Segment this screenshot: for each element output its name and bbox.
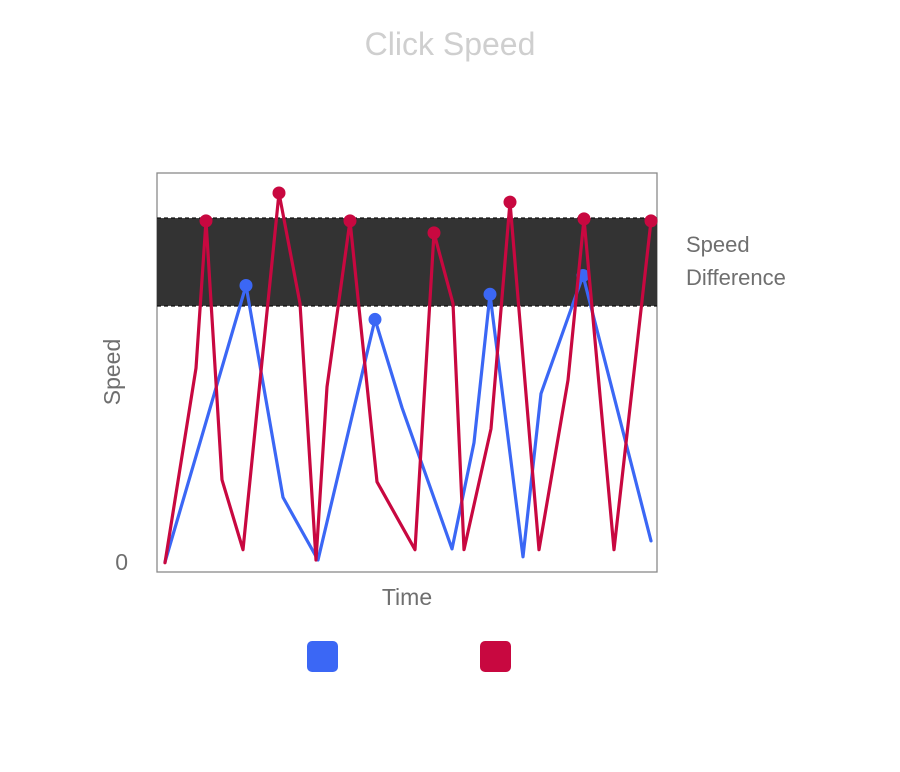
series-2-peak-point-3 bbox=[343, 214, 357, 228]
series-1-peak-point-1 bbox=[239, 279, 253, 293]
series-2-line bbox=[163, 191, 653, 565]
band-label-line-1: Speed bbox=[686, 232, 750, 257]
series-2-peak-point-1 bbox=[199, 214, 213, 228]
chart-title: Click Speed bbox=[365, 26, 536, 62]
series-1-line bbox=[163, 273, 653, 564]
series-2-peak-point-6 bbox=[577, 212, 591, 226]
speed-difference-band bbox=[157, 217, 657, 307]
series-2-peak-point-5 bbox=[503, 195, 517, 209]
x-axis-label: Time bbox=[382, 584, 432, 610]
legend bbox=[307, 641, 511, 672]
band-label-line-2: Difference bbox=[686, 265, 786, 290]
series-2-peak-point-2 bbox=[272, 186, 286, 200]
series-1-peak-point-2 bbox=[368, 312, 382, 326]
legend-swatch-series-1 bbox=[307, 641, 338, 672]
legend-swatch-series-2 bbox=[480, 641, 511, 672]
series-2-peak-point-4 bbox=[427, 226, 441, 240]
series-2-peak-point-7 bbox=[644, 214, 658, 228]
series-layer bbox=[163, 186, 658, 565]
y-axis-label: Speed bbox=[99, 339, 125, 406]
y-tick-label-zero: 0 bbox=[115, 549, 128, 575]
series-1-peak-point-3 bbox=[483, 287, 497, 301]
band-fill bbox=[157, 218, 657, 306]
